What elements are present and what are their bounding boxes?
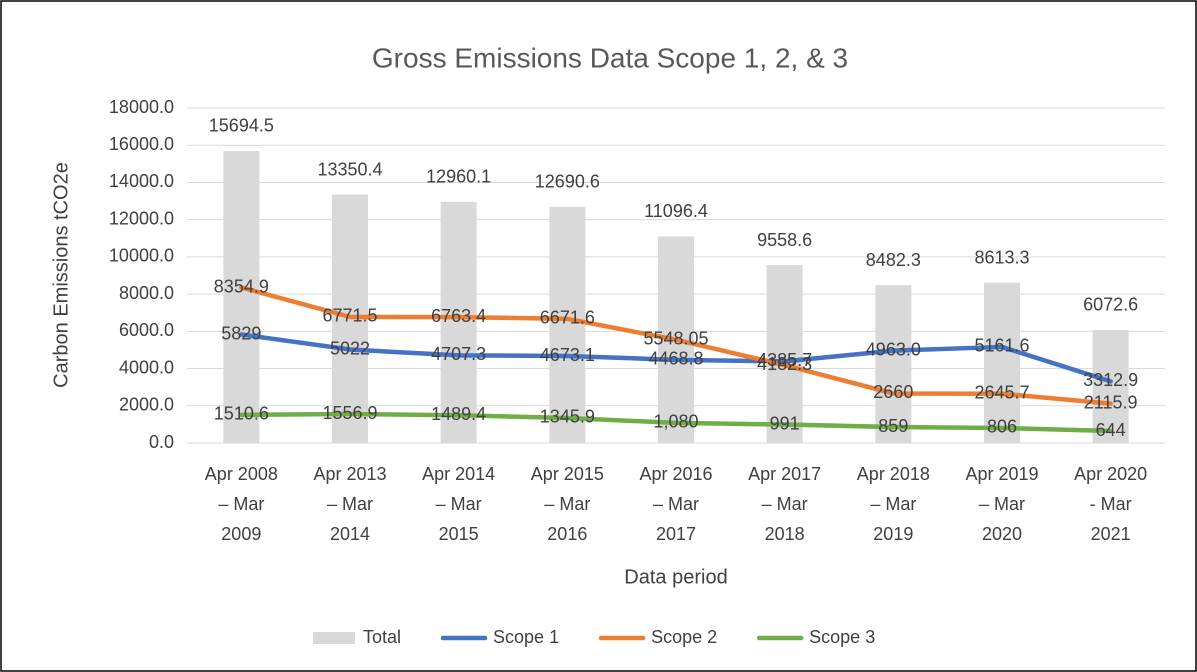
bar — [440, 201, 477, 443]
data-label: 806 — [987, 417, 1017, 437]
data-label: 4673.1 — [540, 345, 595, 365]
data-label: 6771.5 — [322, 306, 377, 326]
x-tick-label: Apr 2013 — [313, 464, 386, 484]
data-label: 5161.6 — [974, 336, 1029, 356]
data-label: 4963.0 — [866, 339, 921, 359]
y-tick-label: 4000.0 — [119, 357, 174, 377]
data-label: 859 — [878, 416, 908, 436]
x-axis-label: Data period — [624, 566, 727, 588]
data-label: 15694.5 — [209, 116, 274, 136]
y-tick-label: 18000.0 — [109, 97, 174, 117]
line — [239, 285, 1113, 406]
x-tick-label: 2020 — [982, 524, 1022, 544]
x-tick-label: – Mar — [979, 494, 1025, 514]
legend-label: Scope 1 — [493, 627, 559, 647]
x-tick-label: 2014 — [330, 524, 370, 544]
y-tick-label: 8000.0 — [119, 283, 174, 303]
data-label: 13350.4 — [317, 159, 382, 179]
data-label: 6072.6 — [1083, 295, 1138, 315]
y-axis-label: Carbon Emissions tCO2e — [50, 162, 72, 388]
data-label: 1489.4 — [431, 404, 486, 424]
data-label: 644 — [1096, 420, 1126, 440]
data-label: 2645.7 — [974, 383, 1029, 403]
legend-label: Total — [363, 627, 401, 647]
x-tick-label: – Mar — [544, 494, 590, 514]
x-tick-label: 2018 — [765, 524, 805, 544]
chart-title: Gross Emissions Data Scope 1, 2, & 3 — [372, 42, 848, 73]
y-tick-label: 12000.0 — [109, 208, 174, 228]
bar — [1092, 329, 1129, 443]
data-label: 8482.3 — [866, 250, 921, 270]
data-label: 1556.9 — [322, 403, 377, 423]
data-label: 3312.9 — [1083, 370, 1138, 390]
data-label: 1510.6 — [214, 404, 269, 424]
legend-label: Scope 3 — [809, 627, 875, 647]
x-tick-label: – Mar — [762, 494, 808, 514]
y-tick-label: 10000.0 — [109, 246, 174, 266]
x-tick-label: Apr 2008 — [205, 464, 278, 484]
data-label: 11096.4 — [644, 201, 708, 221]
x-tick-label: 2009 — [221, 524, 261, 544]
y-tick-label: 14000.0 — [109, 171, 174, 191]
x-tick-label: - Mar — [1090, 494, 1132, 514]
legend-label: Scope 2 — [651, 627, 717, 647]
x-tick-label: 2017 — [656, 524, 696, 544]
x-tick-label: Apr 2018 — [857, 464, 930, 484]
data-label: 991 — [770, 413, 800, 433]
x-tick-label: Apr 2019 — [965, 464, 1038, 484]
data-label: 6671.6 — [540, 308, 595, 328]
data-label: 2115.9 — [1084, 392, 1138, 412]
line — [239, 411, 1113, 434]
x-tick-label: 2016 — [547, 524, 587, 544]
x-tick-label: Apr 2020 — [1074, 464, 1147, 484]
data-label: 8354.9 — [214, 276, 269, 296]
data-label: 4182.3 — [757, 354, 812, 374]
bar — [549, 206, 586, 443]
x-tick-label: – Mar — [327, 494, 373, 514]
y-tick-label: 16000.0 — [109, 134, 174, 154]
data-label: 5022 — [330, 338, 370, 358]
data-label: 12960.1 — [426, 167, 491, 187]
x-tick-label: – Mar — [436, 494, 482, 514]
x-tick-label: Apr 2016 — [639, 464, 712, 484]
x-tick-label: Apr 2015 — [531, 464, 604, 484]
x-tick-label: – Mar — [870, 494, 916, 514]
bar — [766, 265, 803, 443]
x-tick-label: Apr 2017 — [748, 464, 821, 484]
data-label: 2660 — [873, 382, 913, 402]
bar — [875, 285, 912, 443]
data-label: 1,080 — [653, 412, 698, 432]
data-label: 12690.6 — [535, 172, 600, 192]
x-tick-label: 2021 — [1091, 524, 1131, 544]
x-tick-label: – Mar — [653, 494, 699, 514]
data-label: 4707.3 — [431, 344, 486, 364]
data-label: 5829 — [221, 323, 261, 343]
legend-swatch — [313, 632, 355, 644]
data-label: 1345.9 — [540, 407, 595, 427]
y-tick-label: 6000.0 — [119, 320, 174, 340]
bar — [984, 282, 1020, 443]
data-label: 8613.3 — [974, 247, 1029, 267]
data-label: 6763.4 — [431, 306, 486, 326]
x-tick-label: 2019 — [873, 524, 913, 544]
data-label: 4385.7 — [757, 350, 812, 370]
y-tick-label: 2000.0 — [119, 395, 174, 415]
data-label: 4468.8 — [648, 349, 703, 369]
x-tick-label: – Mar — [218, 494, 264, 514]
y-tick-label: 0.0 — [149, 432, 174, 452]
bar — [223, 150, 260, 444]
data-label: 5548.05 — [643, 328, 708, 348]
data-label: 9558.6 — [757, 230, 812, 250]
x-tick-label: 2015 — [439, 524, 479, 544]
x-tick-label: Apr 2014 — [422, 464, 495, 484]
line — [239, 332, 1113, 384]
